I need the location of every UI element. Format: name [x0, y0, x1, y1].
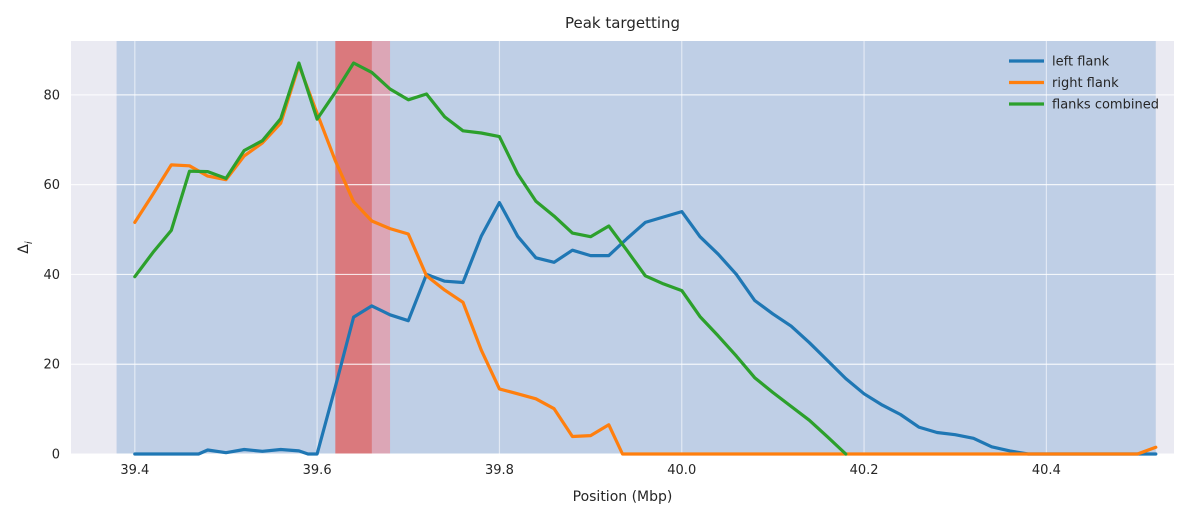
highlight-span	[116, 41, 1156, 454]
chart-title: Peak targetting	[565, 14, 680, 32]
series-line-left-flank	[133, 201, 1158, 456]
x-tick-label: 39.4	[120, 463, 149, 478]
legend-label: right flank	[1052, 76, 1119, 91]
series-line-flanks-combined	[133, 61, 848, 456]
y-axis-label: Δi	[16, 241, 35, 254]
legend-label: flanks combined	[1052, 98, 1159, 113]
x-tick-label: 39.6	[303, 463, 332, 478]
x-tick-label: 40.4	[1032, 463, 1061, 478]
series-lines	[133, 61, 1158, 456]
y-tick-label: 0	[52, 448, 60, 463]
y-axis-label-subscript: i	[24, 241, 35, 244]
x-tick-label: 40.2	[850, 463, 879, 478]
y-tick-label: 40	[43, 268, 60, 283]
y-tick-labels: 0 20 40 60 80	[43, 88, 60, 462]
x-tick-labels: 39.4 39.6 39.8 40.0 40.2 40.4	[120, 463, 1061, 478]
y-axis-label-symbol: Δ	[16, 244, 32, 254]
plot-background	[71, 41, 1174, 454]
x-axis-label: Position (Mbp)	[573, 489, 673, 505]
series-line-right-flank	[133, 63, 1158, 456]
y-tick-label: 60	[43, 178, 60, 193]
legend: left flank right flank flanks combined	[1009, 55, 1159, 113]
highlight-spans	[116, 41, 1156, 454]
highlight-span	[335, 41, 372, 454]
y-tick-label: 20	[43, 358, 60, 373]
x-tick-label: 39.8	[485, 463, 514, 478]
legend-label: left flank	[1052, 55, 1110, 70]
y-tick-label: 80	[43, 88, 60, 103]
x-tick-label: 40.0	[667, 463, 696, 478]
